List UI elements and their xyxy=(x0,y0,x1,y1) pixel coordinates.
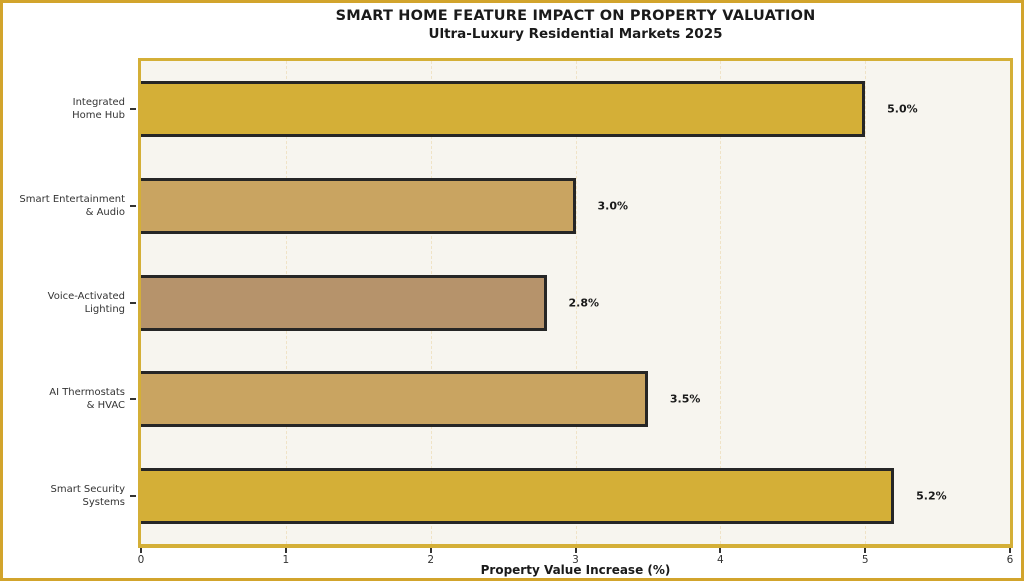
category-label-line: Integrated xyxy=(72,97,125,109)
category-label-line: & HVAC xyxy=(86,400,125,412)
gridline-x4 xyxy=(720,61,722,544)
bar-3 xyxy=(141,371,648,428)
y-tick-3 xyxy=(130,398,136,401)
y-tick-0 xyxy=(130,108,136,111)
gridline-x5 xyxy=(865,61,867,544)
chart-subtitle: Ultra-Luxury Residential Markets 2025 xyxy=(428,26,723,42)
x-tick-1 xyxy=(284,548,287,553)
bar-1 xyxy=(141,177,576,234)
value-label-2: 2.8% xyxy=(568,296,600,309)
x-tick-4 xyxy=(719,548,722,553)
category-label-line: Home Hub xyxy=(72,110,125,122)
category-label-1: Smart Entertainment & Audio xyxy=(3,193,125,219)
bar-2 xyxy=(141,274,547,331)
x-tick-label-2: 2 xyxy=(427,554,434,566)
bar-0 xyxy=(141,81,866,138)
x-tick-3 xyxy=(574,548,577,553)
value-label-3: 3.5% xyxy=(669,392,701,406)
plot-area: 5.0% 3.0% 2.8% 3.5% 5.2% xyxy=(138,58,1013,548)
category-label-line: Systems xyxy=(82,496,126,508)
value-label-4: 5.2% xyxy=(916,489,947,503)
x-tick-label-3: 3 xyxy=(572,554,579,566)
x-tick-label-0: 0 xyxy=(137,554,145,566)
category-label-line: AI Thermostats xyxy=(49,387,125,399)
category-label-2: Voice-Activated Lighting xyxy=(3,290,125,316)
category-label-4: Smart Security Systems xyxy=(3,483,126,509)
category-label-line: Lighting xyxy=(84,303,125,315)
y-tick-2 xyxy=(130,301,136,304)
x-tick-label-6: 6 xyxy=(1006,554,1014,566)
x-tick-label-5: 5 xyxy=(861,554,869,566)
x-tick-0 xyxy=(140,548,142,553)
y-tick-1 xyxy=(130,204,136,207)
x-tick-label-1: 1 xyxy=(282,554,290,566)
x-axis-title: Property Value Increase (%) xyxy=(480,563,671,577)
category-label-line: Smart Entertainment xyxy=(19,193,125,205)
category-label-line: Voice-Activated xyxy=(47,290,125,302)
title-block: SMART HOME FEATURE IMPACT ON PROPERTY VA… xyxy=(138,8,1013,42)
x-tick-2 xyxy=(429,548,432,553)
chart-title: SMART HOME FEATURE IMPACT ON PROPERTY VA… xyxy=(335,8,816,24)
x-tick-6 xyxy=(1009,548,1011,553)
value-label-0: 5.0% xyxy=(887,102,918,116)
category-label-3: AI Thermostats & HVAC xyxy=(3,386,125,412)
gridline-x3 xyxy=(575,61,577,544)
bar-4 xyxy=(141,467,895,524)
x-tick-label-4: 4 xyxy=(716,554,724,566)
category-label-line: & Audio xyxy=(85,206,125,218)
category-label-0: Integrated Home Hub xyxy=(3,96,125,122)
y-axis-labels: Integrated Home Hub Smart Entertainment & A… xyxy=(3,58,138,548)
x-axis: 0 1 2 3 4 5 6 xyxy=(137,548,1014,578)
category-label-line: Smart Security xyxy=(50,483,126,495)
x-tick-5 xyxy=(864,548,867,553)
value-label-1: 3.0% xyxy=(597,199,629,213)
y-tick-4 xyxy=(130,494,136,497)
